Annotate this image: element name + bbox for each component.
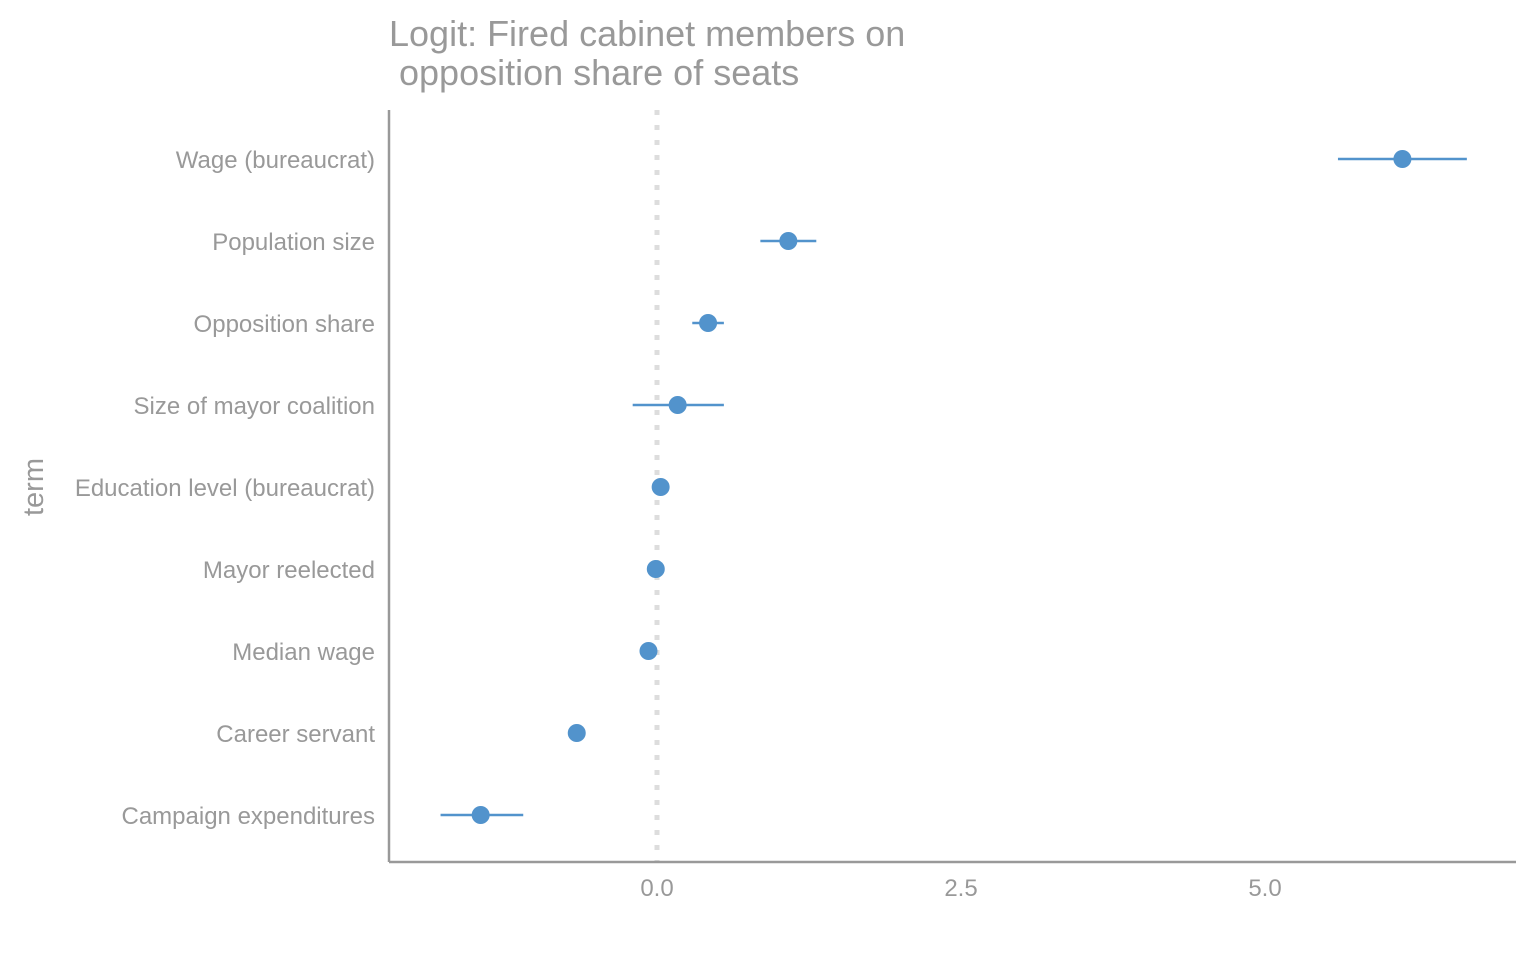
estimate-point	[651, 478, 670, 496]
y-tick-labels: Wage (bureaucrat) Population size Oppositi…	[75, 147, 376, 830]
x-tick-labels: 0.0 2.5 5.0	[640, 875, 1281, 902]
estimate-marks	[440, 150, 1467, 824]
estimate-point	[779, 232, 798, 250]
y-tick-label: Campaign expenditures	[122, 803, 376, 830]
estimate-point	[567, 724, 586, 742]
y-tick-label: Mayor reelected	[203, 557, 375, 584]
estimate-point	[639, 642, 658, 660]
y-tick-label: Wage (bureaucrat)	[176, 147, 375, 174]
y-tick-label: Size of mayor coalition	[134, 393, 375, 420]
y-tick-label: Education level (bureaucrat)	[75, 475, 375, 502]
y-tick-label: Career servant	[216, 721, 375, 748]
x-tick-label: 2.5	[944, 875, 977, 902]
x-tick-label: 5.0	[1248, 875, 1281, 902]
estimate-point	[1393, 150, 1412, 168]
y-tick-label: Median wage	[232, 639, 375, 666]
y-axis-title: term	[18, 458, 50, 516]
chart-title: Logit: Fired cabinet members on oppositi…	[389, 13, 905, 93]
estimate-point	[699, 314, 718, 332]
estimate-point	[646, 560, 665, 578]
y-tick-label: Population size	[212, 229, 375, 256]
chart-title-line-1: Logit: Fired cabinet members on	[389, 13, 905, 54]
estimate-point	[668, 396, 687, 414]
x-tick-label: 0.0	[640, 875, 673, 902]
estimate-point	[471, 806, 490, 824]
axes	[387, 110, 1516, 864]
y-tick-label: Opposition share	[194, 311, 375, 338]
chart-title-line-2: opposition share of seats	[389, 52, 799, 93]
